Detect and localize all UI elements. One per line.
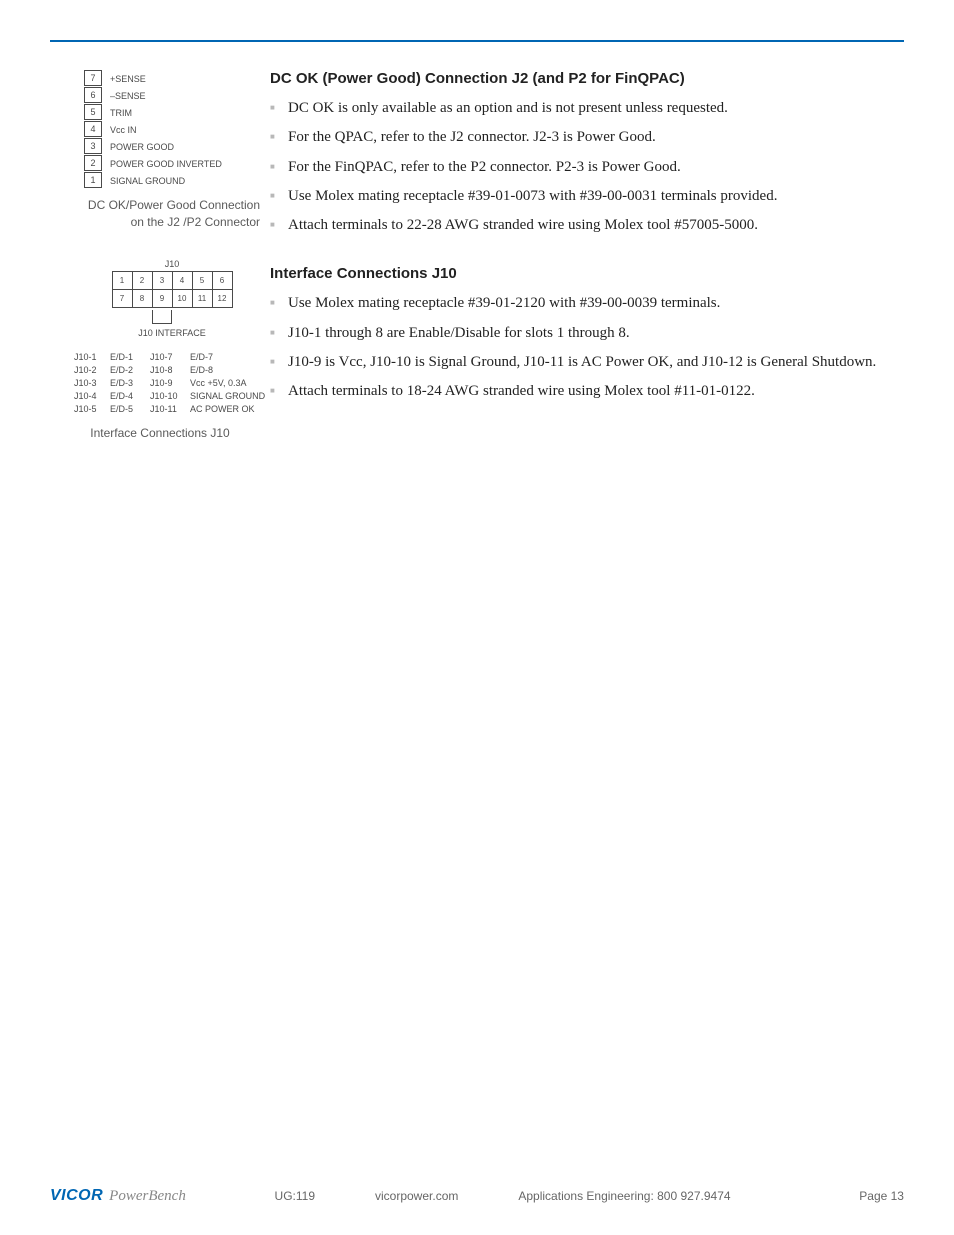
j2-pin-label: TRIM	[110, 108, 132, 118]
j10-cell: 10	[172, 289, 193, 308]
j10-list-cell: E/D-5	[110, 404, 150, 414]
vicor-logo-text: VICOR	[50, 1187, 103, 1205]
powerbench-logo-text: PowerBench	[109, 1188, 186, 1205]
j2-pin-label: +SENSE	[110, 74, 146, 84]
j10-list-cell: E/D-2	[110, 365, 150, 375]
j10-cell: 4	[172, 271, 193, 290]
footer-page-number: Page 13	[819, 1189, 904, 1203]
j2-pin-num: 1	[84, 172, 102, 188]
j2-pin-num: 2	[84, 155, 102, 171]
j10-list-cell: J10-4	[74, 391, 110, 401]
bullet-item: For the QPAC, refer to the J2 connector.…	[270, 126, 904, 149]
j2-pin-label: SIGNAL GROUND	[110, 176, 185, 186]
j2-row: 7 +SENSE	[84, 70, 270, 87]
j2-pin-label: Vcc IN	[110, 125, 137, 135]
bullet-item: Attach terminals to 22-28 AWG stranded w…	[270, 214, 904, 237]
j10-list-cell: J10-9	[150, 378, 190, 388]
j2-caption-line1: DC OK/Power Good Connection	[88, 198, 260, 212]
dc-ok-heading: DC OK (Power Good) Connection J2 (and P2…	[270, 70, 904, 87]
content-columns: 7 +SENSE 6 –SENSE 5 TRIM 4 Vcc IN 3 POWER GOO…	[50, 70, 904, 440]
footer-phone: Applications Engineering: 800 927.9474	[518, 1189, 730, 1203]
footer-ug: UG:119	[275, 1189, 315, 1203]
j10-list-cell: E/D-4	[110, 391, 150, 401]
j10-pin-list: J10-1E/D-1J10-7E/D-7 J10-2E/D-2J10-8E/D-…	[74, 352, 270, 414]
bullet-item: Use Molex mating receptacle #39-01-2120 …	[270, 292, 904, 315]
bullet-item: Attach terminals to 18-24 AWG stranded w…	[270, 380, 904, 403]
j10-list-cell: J10-1	[74, 352, 110, 362]
j10-title: J10	[108, 259, 236, 269]
j10-cell: 2	[132, 271, 153, 290]
bullet-item: For the FinQPAC, refer to the P2 connect…	[270, 156, 904, 179]
header-rule	[50, 40, 904, 42]
j2-caption: DC OK/Power Good Connection on the J2 /P…	[50, 197, 270, 231]
j10-cell: 3	[152, 271, 173, 290]
j10-list-cell: J10-7	[150, 352, 190, 362]
j10-list-cell: J10-10	[150, 391, 190, 401]
j10-list-cell: Vcc +5V, 0.3A	[190, 378, 270, 388]
j10-key-notch	[152, 310, 172, 324]
j10-list-cell: E/D-8	[190, 365, 270, 375]
vicor-logo: VICOR PowerBench	[50, 1187, 186, 1205]
bullet-item: Use Molex mating receptacle #39-01-0073 …	[270, 185, 904, 208]
sidebar: 7 +SENSE 6 –SENSE 5 TRIM 4 Vcc IN 3 POWER GOO…	[50, 70, 270, 440]
j2-row: 2 POWER GOOD INVERTED	[84, 155, 270, 172]
j2-pin-num: 3	[84, 138, 102, 154]
j10-caption: Interface Connections J10	[50, 426, 270, 440]
j10-list-cell: E/D-3	[110, 378, 150, 388]
j2-pin-label: POWER GOOD	[110, 142, 174, 152]
j2-row: 1 SIGNAL GROUND	[84, 172, 270, 189]
j10-cell: 7	[112, 289, 133, 308]
j10-diagram: J10 1 2 3 4 5 6 7 8 9 10 11 12 J10 INTER…	[74, 259, 270, 338]
bullet-item: J10-9 is Vcc, J10-10 is Signal Ground, J…	[270, 351, 904, 374]
j10-cell: 6	[212, 271, 233, 290]
j2-caption-line2: on the J2 /P2 Connector	[131, 215, 260, 229]
j10-list-cell: E/D-1	[110, 352, 150, 362]
j10-list-cell: J10-8	[150, 365, 190, 375]
j2-pin-num: 6	[84, 87, 102, 103]
j2-pin-label: POWER GOOD INVERTED	[110, 159, 222, 169]
j10-list-cell: J10-5	[74, 404, 110, 414]
j10-cell: 8	[132, 289, 153, 308]
j10-cell: 12	[212, 289, 233, 308]
j2-pin-num: 7	[84, 70, 102, 86]
page-footer: VICOR PowerBench UG:119 vicorpower.com A…	[50, 1187, 904, 1205]
j10-list-cell: J10-2	[74, 365, 110, 375]
j2-row: 6 –SENSE	[84, 87, 270, 104]
j10-list-cell: SIGNAL GROUND	[190, 391, 270, 401]
j10-cell: 5	[192, 271, 213, 290]
j10-bullet-list: Use Molex mating receptacle #39-01-2120 …	[270, 292, 904, 403]
dc-ok-bullet-list: DC OK is only available as an option and…	[270, 97, 904, 237]
j10-cell: 11	[192, 289, 213, 308]
main-content: DC OK (Power Good) Connection J2 (and P2…	[270, 70, 904, 431]
bullet-item: J10-1 through 8 are Enable/Disable for s…	[270, 322, 904, 345]
j2-pin-num: 5	[84, 104, 102, 120]
j10-heading: Interface Connections J10	[270, 265, 904, 282]
j10-grid: 1 2 3 4 5 6 7 8 9 10 11 12	[112, 272, 232, 308]
j10-list-cell: AC POWER OK	[190, 404, 270, 414]
j10-list-cell: J10-11	[150, 404, 190, 414]
j2-row: 3 POWER GOOD	[84, 138, 270, 155]
j2-row: 5 TRIM	[84, 104, 270, 121]
footer-center: UG:119 vicorpower.com Applications Engin…	[275, 1189, 731, 1203]
j10-list-cell: J10-3	[74, 378, 110, 388]
footer-url: vicorpower.com	[375, 1189, 458, 1203]
j2-pin-num: 4	[84, 121, 102, 137]
j2-pin-label: –SENSE	[110, 91, 146, 101]
j10-cell: 1	[112, 271, 133, 290]
bullet-item: DC OK is only available as an option and…	[270, 97, 904, 120]
j10-interface-label: J10 INTERFACE	[74, 328, 270, 338]
j10-list-cell: E/D-7	[190, 352, 270, 362]
j10-cell: 9	[152, 289, 173, 308]
j2-row: 4 Vcc IN	[84, 121, 270, 138]
j2-pin-table: 7 +SENSE 6 –SENSE 5 TRIM 4 Vcc IN 3 POWER GOO…	[84, 70, 270, 189]
